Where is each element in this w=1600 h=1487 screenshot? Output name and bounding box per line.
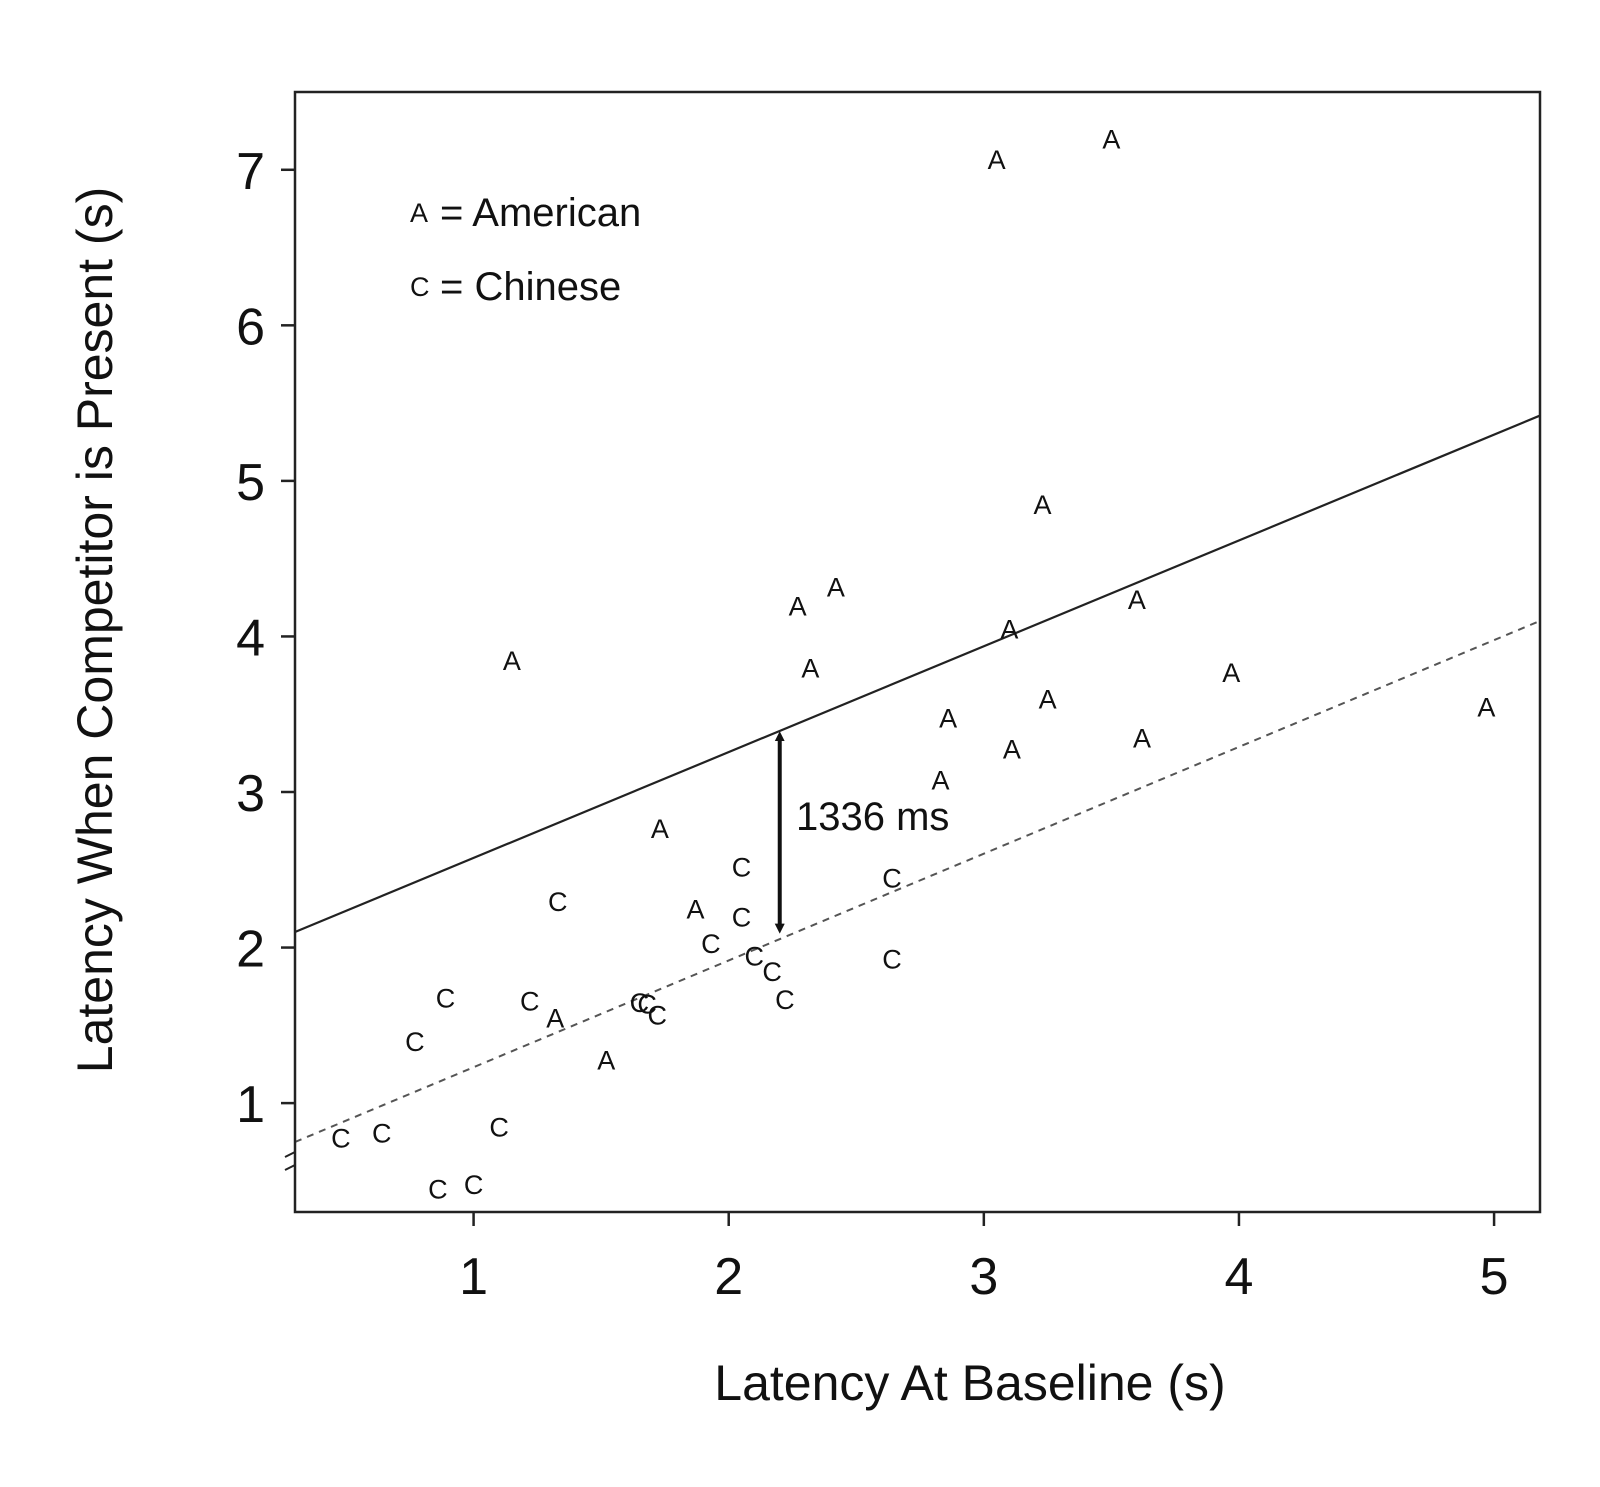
y-tick-label: 4 [236, 609, 265, 667]
solid-fit-line [294, 414, 1541, 934]
american-point: A [988, 145, 1006, 175]
y-tick-label: 3 [236, 765, 265, 823]
american-point: A [1000, 615, 1018, 645]
chinese-point: C [882, 864, 902, 894]
legend: A = American C = Chinese [410, 191, 641, 309]
american-point: A [827, 573, 845, 603]
chinese-point: C [762, 957, 782, 987]
difference-annotation-label: 1336 ms [796, 795, 949, 839]
american-point: A [1102, 125, 1120, 155]
american-point: A [1003, 734, 1021, 764]
american-point: A [503, 646, 521, 676]
chinese-point: C [630, 988, 650, 1018]
chinese-point: C [775, 985, 795, 1015]
y-tick-label: 6 [236, 298, 265, 356]
x-axis-title: Latency At Baseline (s) [714, 1355, 1225, 1411]
chinese-point: C [489, 1112, 509, 1142]
legend-label-chinese: = Chinese [440, 265, 621, 309]
y-tick-label: 1 [236, 1076, 265, 1134]
legend-symbol-chinese: C [410, 272, 430, 302]
american-point: A [789, 591, 807, 621]
x-tick-label: 3 [969, 1248, 998, 1306]
american-point: A [597, 1046, 615, 1076]
chinese-point: C [548, 887, 568, 917]
american-point: A [687, 895, 705, 925]
chinese-point: C [732, 902, 752, 932]
x-tick-label: 5 [1480, 1248, 1509, 1306]
american-point: A [801, 654, 819, 684]
chinese-point: C [637, 990, 657, 1020]
dashed-fit-line [294, 619, 1541, 1143]
american-point: A [931, 766, 949, 796]
chinese-point: C [405, 1027, 425, 1057]
chinese-point: C [464, 1170, 484, 1200]
y-tick-label: 2 [236, 921, 265, 979]
chinese-point: C [701, 929, 721, 959]
plot-frame [293, 90, 1542, 1214]
american-point: A [1039, 685, 1057, 715]
chinese-point: C [331, 1123, 351, 1153]
y-axis-title: Latency When Competitor is Present (s) [67, 187, 123, 1073]
legend-label-american: = American [440, 191, 641, 235]
axes: 1 2 3 4 5 1 2 3 4 5 6 7 [236, 90, 1542, 1306]
chinese-point: C [520, 986, 540, 1016]
american-point: A [1128, 585, 1146, 615]
chinese-point: C [648, 1000, 668, 1030]
american-point: A [939, 703, 957, 733]
chinese-point: C [732, 853, 752, 883]
x-tick-label: 2 [714, 1248, 743, 1306]
american-point: A [546, 1004, 564, 1034]
chinese-point: C [372, 1119, 392, 1149]
american-point: A [1133, 724, 1151, 754]
chinese-point: C [436, 983, 456, 1013]
chinese-point: C [428, 1175, 448, 1205]
chinese-point: C [882, 944, 902, 974]
legend-symbol-american: A [410, 198, 428, 228]
american-point: A [1477, 692, 1495, 722]
y-axis-break-mark [284, 1151, 296, 1171]
y-tick-label: 7 [236, 143, 265, 201]
x-tick-label: 1 [459, 1248, 488, 1306]
american-point: A [1222, 658, 1240, 688]
chinese-point: C [744, 941, 764, 971]
y-tick-label: 5 [236, 454, 265, 512]
american-point: A [1034, 490, 1052, 520]
x-tick-label: 4 [1224, 1248, 1253, 1306]
american-point: A [651, 814, 669, 844]
